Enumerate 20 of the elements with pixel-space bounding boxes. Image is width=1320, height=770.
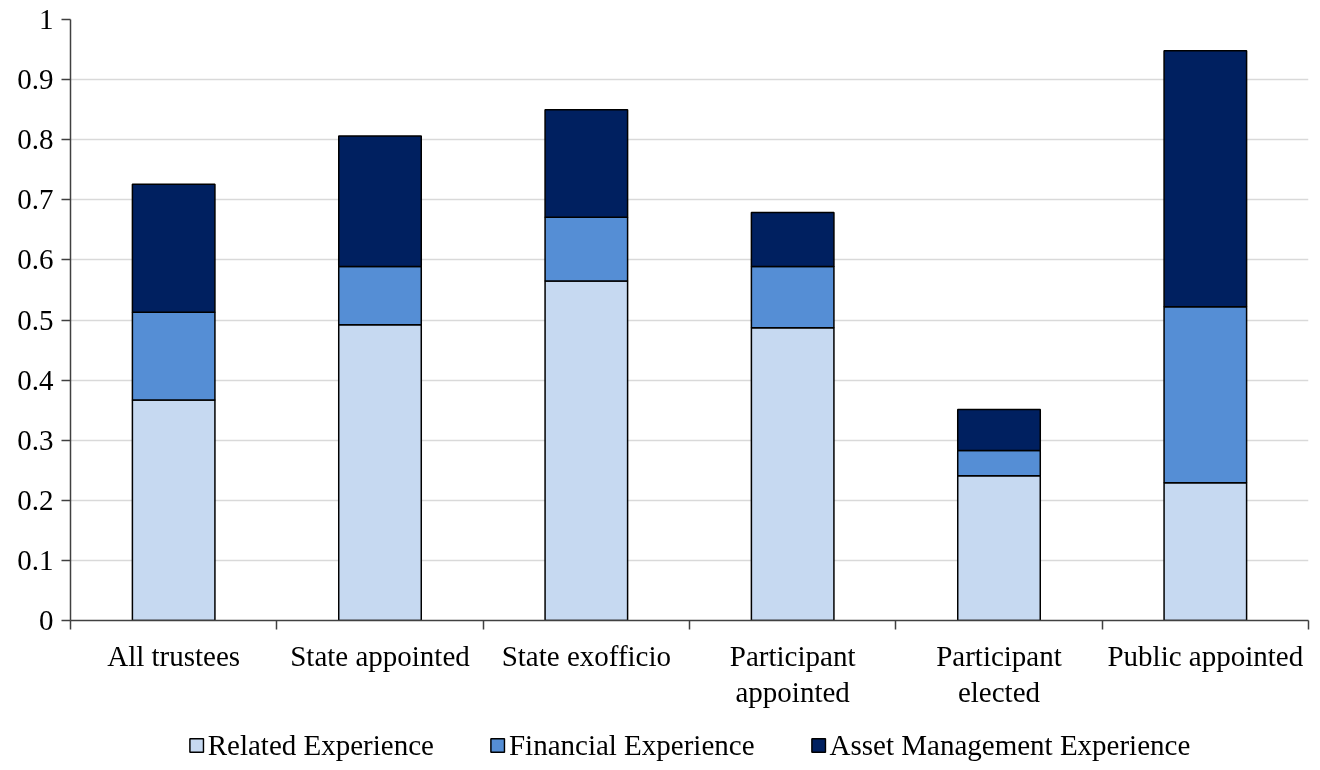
y-tick-label: 0.6 [17,243,54,276]
legend-label: Financial Experience [508,728,755,762]
y-tick-label: 1 [39,3,54,35]
x-tick-label: Participant elected [936,639,1062,709]
y-tick-label: 0.5 [17,303,54,336]
legend-label: Asset Management Experience [829,728,1191,762]
y-tick-label: 0.8 [17,123,54,156]
x-tick-label: Public appointed [1107,639,1304,672]
y-tick-label: 0.3 [17,423,54,456]
y-tick-label: 0.4 [17,363,54,396]
x-tick-label: State exofficio [501,639,672,672]
y-tick-label: 0.9 [17,63,54,96]
y-tick-label: 0 [39,604,54,636]
x-tick-label: State appointed [290,639,471,672]
y-tick-label: 0.2 [17,483,54,516]
x-tick-label: All trustees [107,639,241,672]
y-tick-label: 0.1 [17,543,54,576]
y-tick-label: 0.7 [17,183,54,216]
x-tick-label: Participant appointed [729,639,856,709]
legend-label: Related Experience [207,728,434,762]
